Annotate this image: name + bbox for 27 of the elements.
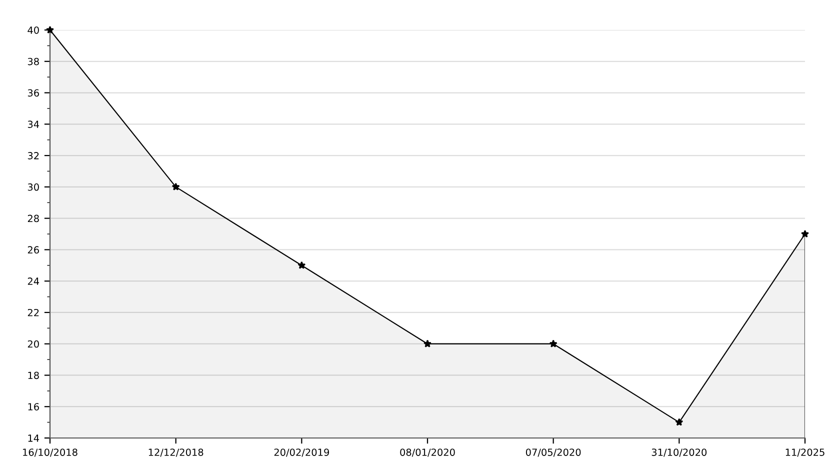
y-tick-label: 40 (28, 26, 39, 34)
y-tick-label: 14 (28, 434, 40, 442)
x-tick-label: 31/10/2020 (652, 448, 707, 457)
y-tick-label: 26 (28, 246, 39, 254)
y-tick-label: 30 (28, 183, 39, 191)
point (801, 230, 809, 238)
y-tick-label: 22 (28, 308, 39, 316)
x-tick-label: 12/12/2018 (148, 448, 204, 457)
y-tick-label: 16 (28, 403, 39, 410)
x-tick-label: 20/02/2019 (274, 448, 329, 457)
x-tick-label: 07/05/2020 (526, 448, 581, 457)
y-tick-label: 32 (28, 152, 39, 160)
point (298, 261, 306, 269)
point (424, 340, 432, 348)
point (172, 182, 180, 190)
y-tick-label: 36 (28, 89, 39, 97)
y-tick-label: 24 (28, 278, 40, 285)
point (549, 340, 558, 348)
x-tick-label: 08/01/2020 (400, 448, 455, 457)
point (675, 418, 684, 426)
x-tick-label: 16/10/2018 (23, 448, 78, 457)
y-tick-label: 18 (28, 372, 39, 380)
x-tick-label: 11/2025 (786, 448, 824, 457)
y-tick-label: 20 (28, 340, 39, 348)
y-tick-label: 34 (28, 120, 40, 128)
y-tick-label: 28 (28, 214, 39, 222)
y-tick-label: 38 (28, 58, 39, 66)
